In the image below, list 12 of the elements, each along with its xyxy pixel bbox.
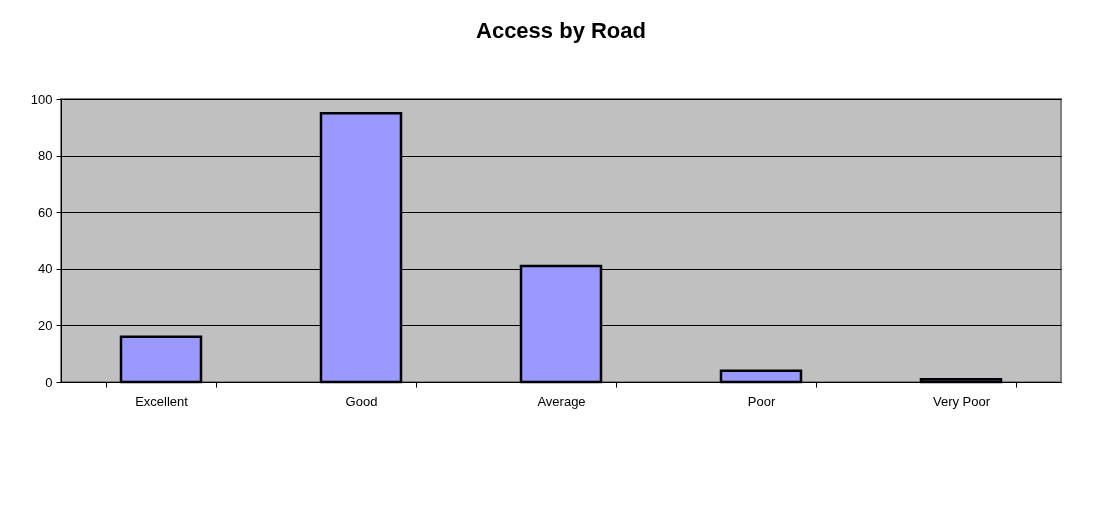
y-tick-label: 40 xyxy=(38,261,53,277)
y-tick-label: 100 xyxy=(30,91,53,107)
y-tick-label: 0 xyxy=(45,374,53,390)
x-tick-label: Excellent xyxy=(135,393,189,409)
y-tick-label: 60 xyxy=(38,204,53,220)
x-tick-label: Average xyxy=(537,393,586,409)
y-tick-label: 80 xyxy=(38,148,53,164)
y-tick-label: 20 xyxy=(38,317,53,333)
x-tick-label: Very Poor xyxy=(932,393,991,409)
x-tick-label: Good xyxy=(345,393,378,409)
chart-title: Access by Road xyxy=(476,18,646,43)
x-tick-label: Poor xyxy=(747,393,776,409)
